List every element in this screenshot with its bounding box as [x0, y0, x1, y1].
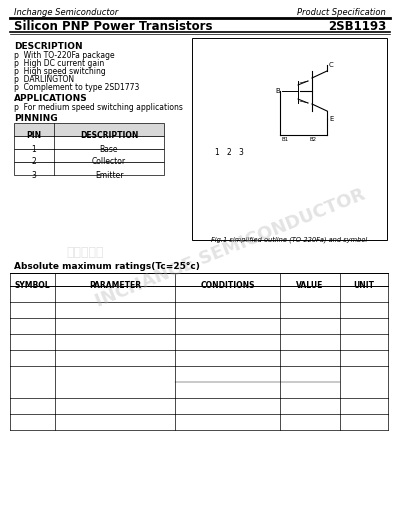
Text: 1: 1 [32, 145, 36, 153]
Bar [14, 149, 164, 162]
Text: 1: 1 [215, 148, 219, 157]
Bar [227, 110, 231, 142]
Text: p  High DC current gain: p High DC current gain [14, 59, 104, 68]
Text: UNIT: UNIT [354, 281, 374, 291]
Text: p  High speed switching: p High speed switching [14, 67, 106, 76]
Bar [215, 110, 219, 142]
Bar [210, 58, 248, 110]
Text: CONDITIONS: CONDITIONS [200, 281, 255, 291]
Bar [14, 162, 164, 175]
Text: Product Specification: Product Specification [297, 8, 386, 17]
Text: DESCRIPTION: DESCRIPTION [80, 132, 138, 140]
Text: VALUE: VALUE [296, 281, 324, 291]
Bar [14, 123, 164, 136]
Text: PARAMETER: PARAMETER [89, 281, 141, 291]
Circle shape [224, 70, 234, 81]
Text: Absolute maximum ratings(Tc=25°c): Absolute maximum ratings(Tc=25°c) [14, 262, 200, 271]
Text: APPLICATIONS: APPLICATIONS [14, 94, 88, 103]
Text: PINNING: PINNING [14, 114, 58, 123]
Bar [192, 38, 387, 240]
Text: 3: 3 [238, 148, 244, 157]
Text: Inchange Semiconductor: Inchange Semiconductor [14, 8, 118, 17]
Bar [14, 136, 164, 149]
Text: C: C [329, 62, 334, 68]
Text: B: B [275, 88, 280, 94]
Text: 尌易半导体: 尌易半导体 [66, 247, 104, 260]
Text: Base: Base [100, 145, 118, 153]
Bar [239, 110, 243, 142]
Text: p  Complement to type 2SD1773: p Complement to type 2SD1773 [14, 83, 139, 92]
Text: Fig.1 simplified outline (TO-220Fa) and symbol: Fig.1 simplified outline (TO-220Fa) and … [211, 236, 368, 242]
Text: E: E [329, 116, 333, 122]
Text: 3: 3 [32, 170, 36, 180]
Text: Silicon PNP Power Transistors: Silicon PNP Power Transistors [14, 20, 212, 33]
Text: p  DARLINGTON: p DARLINGTON [14, 75, 74, 84]
Text: PIN: PIN [26, 132, 42, 140]
Text: Emitter: Emitter [95, 170, 123, 180]
Text: p  With TO-220Fa package: p With TO-220Fa package [14, 51, 115, 60]
Text: 2SB1193: 2SB1193 [328, 20, 386, 33]
Text: DESCRIPTION: DESCRIPTION [14, 42, 83, 51]
Text: B1: B1 [282, 137, 289, 142]
Text: Collector: Collector [92, 157, 126, 166]
Text: p  For medium speed switching applications: p For medium speed switching application… [14, 103, 183, 112]
Text: SYMBOL: SYMBOL [15, 281, 50, 291]
Text: INCHANGE SEMICONDUCTOR: INCHANGE SEMICONDUCTOR [92, 185, 368, 311]
Text: B2: B2 [309, 137, 316, 142]
Text: 2: 2 [32, 157, 36, 166]
Text: 2: 2 [227, 148, 231, 157]
Circle shape [226, 73, 232, 79]
